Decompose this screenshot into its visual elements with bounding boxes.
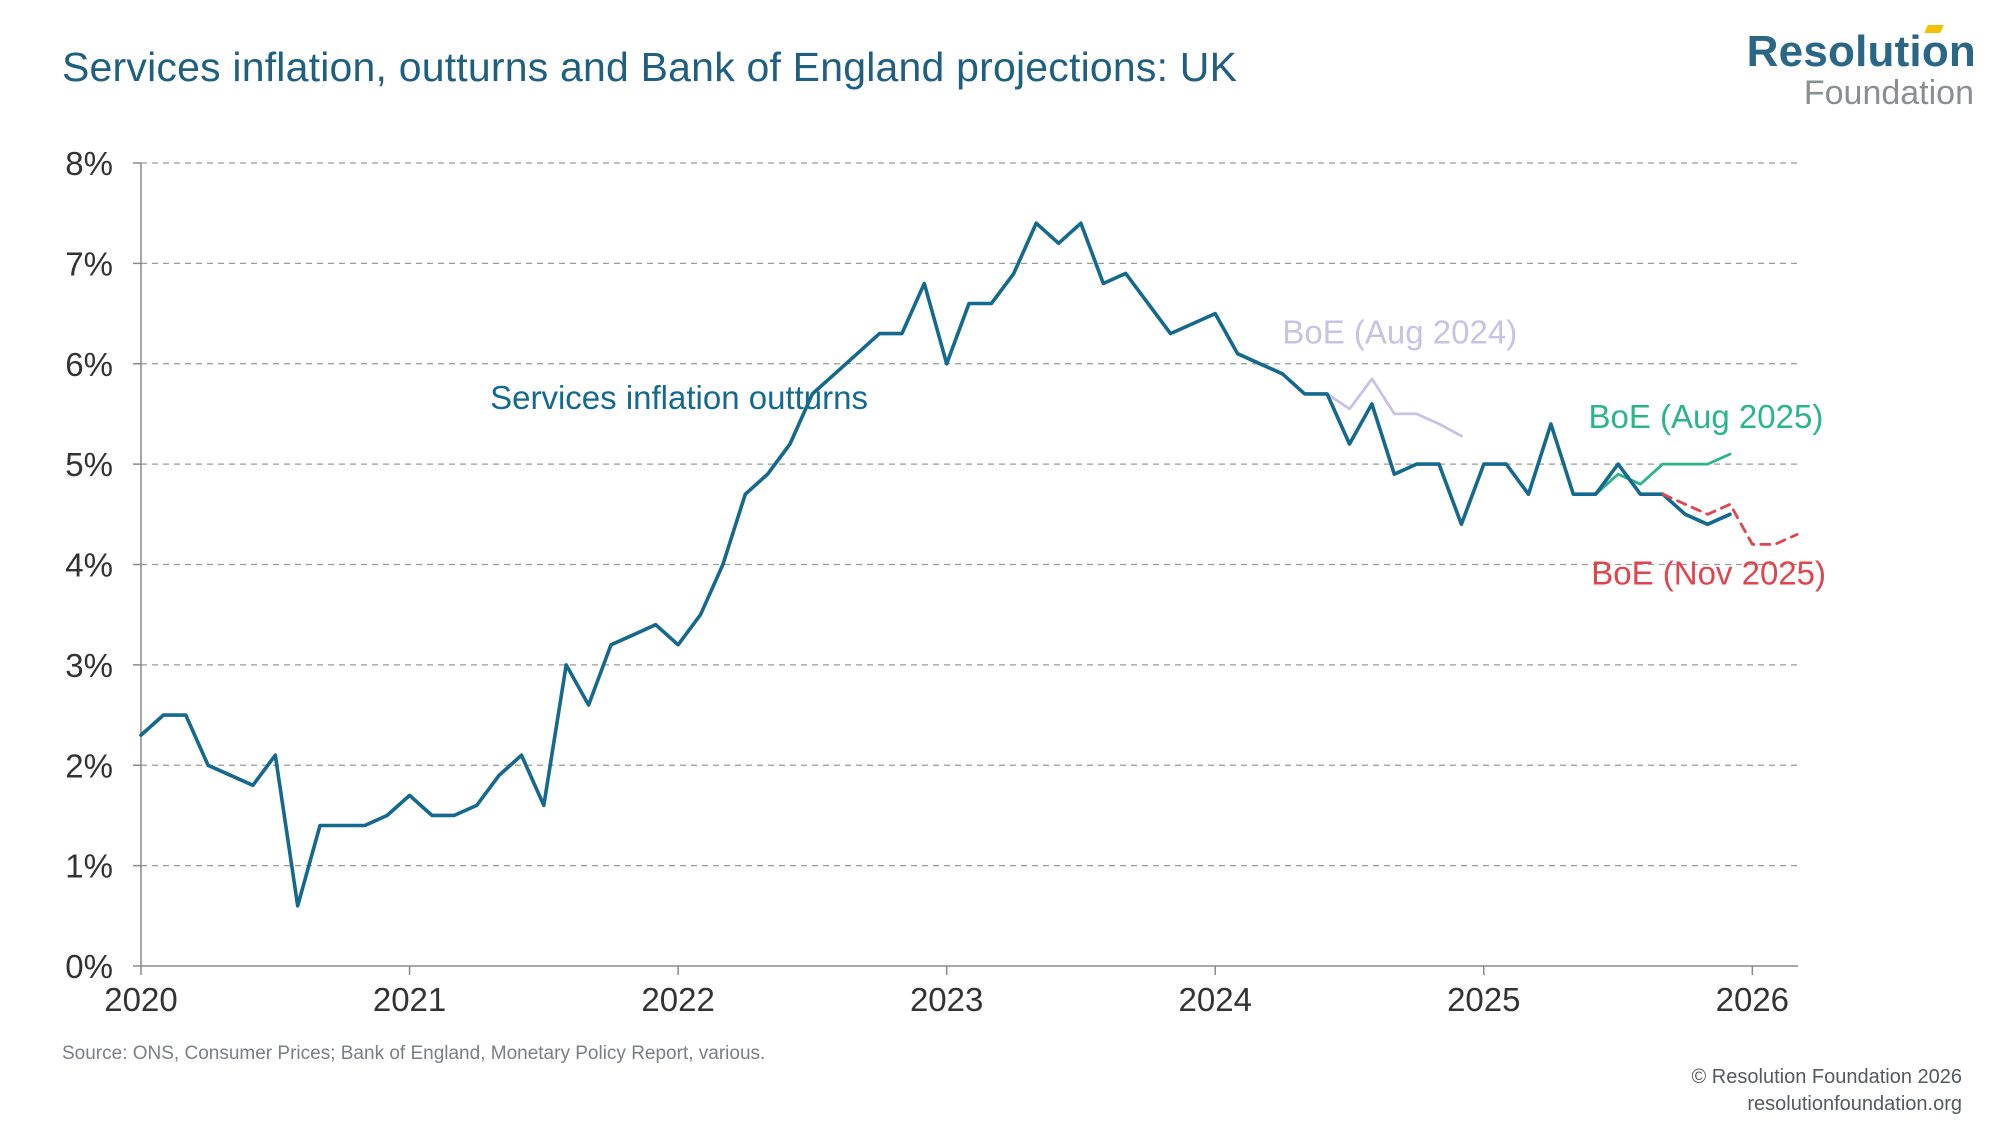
- logo-text-resolution: Resolution: [1746, 27, 1976, 76]
- y-tick-label-2: 2%: [65, 747, 113, 784]
- y-tick-label-3: 3%: [65, 647, 113, 684]
- y-tick-label-7: 7%: [65, 245, 113, 282]
- y-tick-label-4: 4%: [65, 547, 113, 584]
- series-label-boe-nov-2025: BoE (Nov 2025): [1591, 555, 1826, 592]
- x-tick-label-2021: 2021: [373, 981, 446, 1018]
- series-lines: [139, 221, 1799, 908]
- series-labels: BoE (Aug 2024) BoE (Aug 2025) Services inf…: [490, 314, 1826, 592]
- x-tick-label-2024: 2024: [1179, 981, 1252, 1018]
- x-tick-label-2020: 2020: [104, 981, 177, 1018]
- series-label-boe-aug-2025: BoE (Aug 2025): [1589, 398, 1824, 435]
- gridlines: [141, 162, 1798, 867]
- y-tick-label-1: 1%: [65, 848, 113, 885]
- axes: 0% 1% 2% 3% 4% 5% 6% 7% 8% 2020 2021 2022 2023 2024 20…: [65, 145, 1798, 1018]
- x-tick-label-2025: 2025: [1447, 981, 1520, 1018]
- series-label-boe-aug-2024: BoE (Aug 2024): [1282, 314, 1517, 351]
- x-tick-label-2022: 2022: [641, 981, 714, 1018]
- series-line-boe-nov-2025: [1661, 492, 1799, 546]
- source-note: Source: ONS, Consumer Prices; Bank of En…: [62, 1043, 766, 1064]
- series-line-boe-aug-2024: [1325, 377, 1463, 438]
- y-tick-label-0: 0%: [65, 948, 113, 985]
- x-tick-label-2023: 2023: [910, 981, 983, 1018]
- logo-wordmark-resolution: Resolution: [1746, 25, 1976, 76]
- resolution-foundation-logo: Resolution Foundation: [1746, 25, 1976, 112]
- chart-title: Services inflation, outturns and Bank of…: [62, 44, 1238, 90]
- website-text: resolutionfoundation.org: [1747, 1093, 1962, 1115]
- y-tick-label-8: 8%: [65, 145, 113, 182]
- series-line-services-inflation-outturns: [139, 221, 1732, 908]
- logo-text-foundation: Foundation: [1803, 74, 1974, 112]
- x-tick-label-2026: 2026: [1716, 981, 1789, 1018]
- series-label-services-inflation-outturns: Services inflation outturns: [490, 379, 868, 416]
- y-tick-label-6: 6%: [65, 346, 113, 383]
- copyright-text: © Resolution Foundation 2026: [1691, 1066, 1962, 1088]
- y-tick-label-5: 5%: [65, 446, 113, 483]
- copyright-block: © Resolution Foundation 2026 resolutionf…: [1692, 1064, 1962, 1118]
